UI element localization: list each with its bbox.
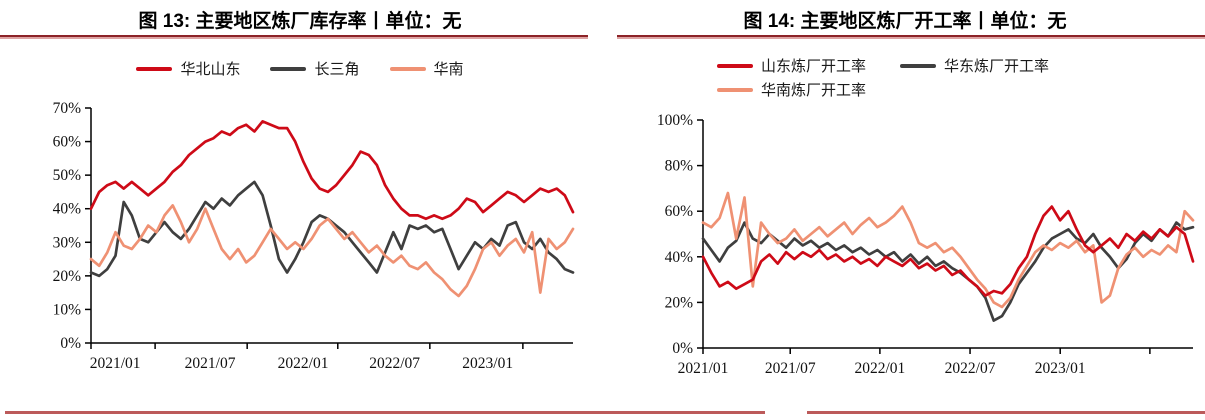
- figure-13-panel: 图 13: 主要地区炼厂库存率丨单位：无 华北山东 长三角 华南 0% 10% 20% 3…: [0, 0, 600, 410]
- x-tick-label: 2022/01: [854, 360, 905, 377]
- legend-swatch: [389, 66, 426, 71]
- figure-14-title-underline: [617, 35, 1205, 39]
- y-tick-label: 50%: [53, 167, 82, 184]
- figure-14-title: 图 14: 主要地区炼厂开工率丨单位：无: [743, 11, 1067, 32]
- series-line-0: [701, 205, 1195, 297]
- y-tick-label: 30%: [53, 234, 82, 251]
- legend-item: 山东炼厂开工率: [717, 55, 866, 76]
- legend-item: 华南: [389, 58, 464, 79]
- legend-label: 华南炼厂开工率: [761, 82, 867, 99]
- y-tick-label: 0%: [672, 340, 693, 357]
- y-tick-label: 60%: [665, 203, 694, 220]
- y-tick-label: 70%: [53, 100, 82, 117]
- legend-item: 华南炼厂开工率: [717, 79, 866, 100]
- y-tick-label: 40%: [53, 201, 82, 218]
- figure-14-chart: 0% 20% 40% 60% 80% 100% 2021/01 2021/07 2022/01 2…: [657, 112, 1195, 377]
- series-line-1: [701, 221, 1195, 322]
- x-tick-label: 2023/01: [462, 355, 513, 372]
- legend-label: 长三角: [314, 61, 360, 78]
- figure-13-title-underline: [0, 35, 588, 39]
- y-tick-label: 20%: [53, 268, 82, 285]
- figure-13-chart: 0% 10% 20% 30% 40% 50% 60% 70% 2021/01 2021/07 202…: [53, 100, 575, 372]
- y-tick-label: 20%: [665, 294, 694, 311]
- legend-label: 山东炼厂开工率: [761, 58, 867, 75]
- y-tick-label: 40%: [665, 249, 694, 266]
- legend-item: 长三角: [270, 58, 360, 79]
- legend-swatch: [717, 87, 753, 92]
- legend-swatch: [900, 63, 937, 68]
- legend-label: 华东炼厂开工率: [944, 58, 1050, 75]
- y-tick-label: 100%: [657, 112, 693, 129]
- figure-13-title: 图 13: 主要地区炼厂库存率丨单位：无: [138, 11, 462, 32]
- y-tick-label: 10%: [53, 301, 82, 318]
- series-line-2: [701, 191, 1195, 309]
- bottom-rule-right: [807, 411, 1205, 414]
- x-tick-label: 2022/01: [278, 355, 329, 372]
- legend-item: 华北山东: [136, 58, 240, 79]
- legend-label: 华北山东: [180, 61, 241, 78]
- x-tick-label: 2022/07: [369, 355, 420, 372]
- legend-swatch: [270, 66, 307, 71]
- x-tick-label: 2021/01: [90, 355, 141, 372]
- figure-14-legend: 山东炼厂开工率 华东炼厂开工率华南炼厂开工率: [717, 55, 1157, 100]
- y-tick-label: 60%: [53, 134, 82, 151]
- legend-item: 华东炼厂开工率: [900, 55, 1049, 76]
- axis-lines: [702, 120, 1193, 349]
- y-tick-label: 80%: [665, 158, 694, 175]
- series-line-0: [89, 120, 575, 221]
- series-line-2: [89, 204, 575, 298]
- y-tick-label: 0%: [60, 335, 81, 352]
- x-tick-label: 2023/01: [1035, 360, 1086, 377]
- bottom-rule-left: [5, 411, 765, 414]
- x-tick-label: 2021/01: [678, 360, 729, 377]
- legend-label: 华南: [433, 61, 464, 78]
- x-tick-label: 2021/07: [185, 355, 236, 372]
- x-tick-label: 2022/07: [945, 360, 996, 377]
- legend-swatch: [136, 66, 173, 71]
- x-tick-label: 2021/07: [765, 360, 816, 377]
- figure-14-panel: 图 14: 主要地区炼厂开工率丨单位：无 山东炼厂开工率 华东炼厂开工率华南炼厂开…: [605, 0, 1205, 410]
- figure-13-legend: 华北山东 长三角 华南: [0, 58, 600, 79]
- legend-swatch: [717, 63, 753, 68]
